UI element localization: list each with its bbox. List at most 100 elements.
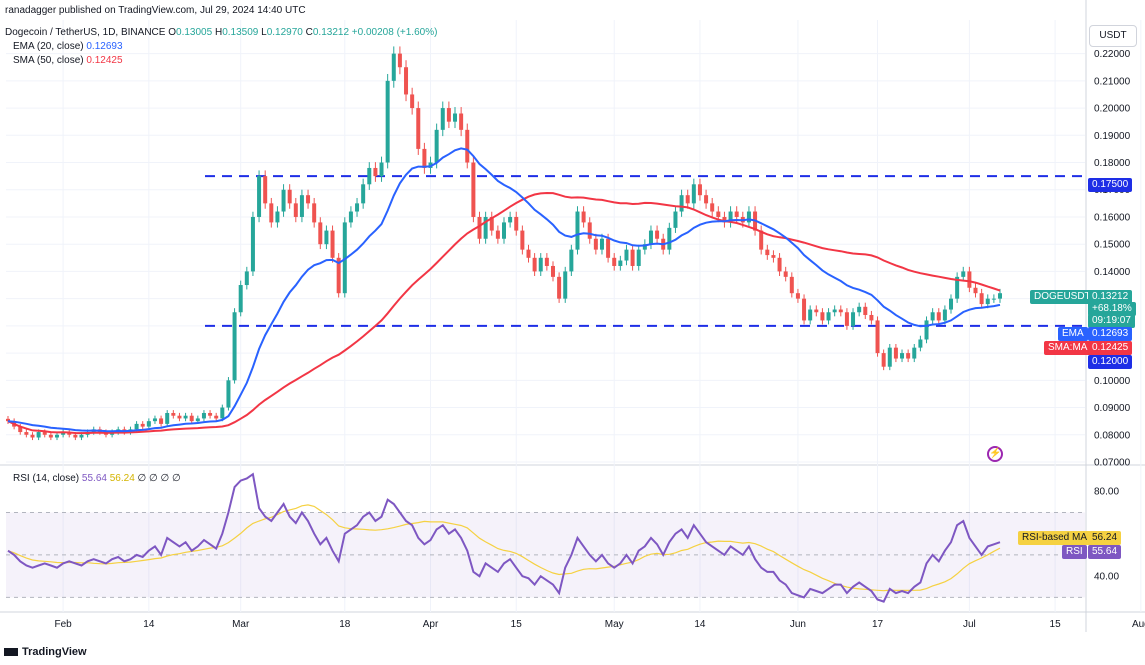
tradingview-footer: TradingView — [4, 646, 87, 658]
rsi-value-tag: 55.64 — [1088, 545, 1122, 559]
tradingview-wordmark: TradingView — [22, 646, 87, 658]
candle-body — [508, 216, 513, 223]
x-tick-label: Feb — [54, 619, 72, 630]
candle-body — [532, 257, 537, 272]
candle-body — [79, 434, 84, 438]
candle-body — [232, 312, 237, 381]
rsi-legend: RSI (14, close) 55.64 56.24 ∅ ∅ ∅ ∅ — [13, 473, 181, 485]
candle-body — [887, 347, 892, 367]
candle-body — [991, 298, 996, 300]
candle-body — [550, 265, 555, 277]
candle-body — [673, 211, 678, 228]
candle-body — [459, 113, 464, 130]
candle-body — [771, 255, 776, 258]
lightning-icon[interactable]: ⚡ — [987, 446, 1003, 462]
candle-body — [177, 415, 182, 419]
candle-body — [795, 293, 800, 299]
ema-legend: EMA (20, close) 0.12693 — [13, 41, 123, 53]
y-tick-label: 0.18000 — [1094, 158, 1131, 169]
candle-body — [569, 249, 574, 272]
candle-body — [844, 312, 849, 326]
ohlc-change: +0.00208 (+1.60%) — [351, 27, 438, 38]
candle-body — [759, 230, 764, 250]
candle-body — [789, 276, 794, 294]
currency-unit-button[interactable]: USDT — [1089, 25, 1137, 47]
rsi-legend-ma: 56.24 — [109, 473, 135, 484]
candle-body — [73, 434, 78, 438]
sma-legend-value: 0.12425 — [86, 55, 123, 66]
candle-body — [367, 167, 372, 185]
level-bottom-tag: 0.12000 — [1088, 355, 1133, 369]
candle-body — [704, 195, 709, 204]
y-tick-label: 0.20000 — [1094, 104, 1131, 115]
candle-body — [814, 309, 819, 313]
candle-body — [826, 312, 831, 321]
candle-body — [208, 412, 213, 416]
candle-body — [636, 249, 641, 266]
y-tick-label: 0.09000 — [1094, 403, 1131, 414]
ohlc-c: 0.13212 — [312, 27, 350, 38]
candle-body — [538, 257, 543, 272]
x-tick-label: Apr — [423, 619, 439, 630]
candle-body — [483, 216, 488, 239]
ohlc-o-label: O — [168, 27, 177, 38]
x-tick-label: May — [605, 619, 624, 630]
candle-body — [36, 432, 41, 438]
candle-body — [710, 203, 715, 212]
candle-body — [152, 418, 157, 422]
x-tick-label: 14 — [143, 619, 155, 630]
candle-body — [881, 353, 886, 367]
candle-body — [655, 230, 660, 239]
candle-body — [263, 176, 268, 204]
candle-body — [893, 347, 898, 359]
y-tick-label: 0.19000 — [1094, 131, 1131, 142]
candle-body — [330, 230, 335, 258]
candle-body — [361, 184, 366, 204]
y-tick-label: 0.08000 — [1094, 430, 1131, 441]
candle-body — [299, 195, 304, 217]
candle-body — [220, 407, 225, 419]
candle-body — [404, 67, 409, 95]
candle-body — [599, 238, 604, 250]
tradingview-logo-icon — [4, 648, 18, 657]
candle-body — [257, 176, 262, 217]
y-tick-label: 0.15000 — [1094, 240, 1131, 251]
candle-body — [385, 80, 390, 163]
candle-body — [648, 230, 653, 245]
candle-body — [18, 426, 23, 433]
candle-body — [165, 412, 170, 424]
candle-body — [857, 306, 862, 313]
candle-body — [606, 238, 611, 258]
rsi-line — [7, 472, 1001, 603]
candle-body — [851, 312, 856, 326]
candle-body — [906, 353, 911, 359]
sma-legend-label: SMA (50, close) — [13, 55, 84, 66]
candle-body — [691, 184, 696, 204]
symbol-tag: DOGEUSDT — [1030, 290, 1095, 304]
rsi-y-tick-label: 80.00 — [1094, 487, 1119, 498]
countdown-tag: 09:19:07 — [1088, 314, 1135, 328]
x-tick-label: 18 — [339, 619, 351, 630]
candle-body — [471, 162, 476, 217]
symbol-name: Dogecoin / TetherUS, 1D, BINANCE — [5, 27, 166, 38]
candle-body — [238, 285, 243, 313]
sma-legend: SMA (50, close) 0.12425 — [13, 55, 123, 67]
candle-body — [146, 421, 151, 427]
candle-body — [783, 271, 788, 277]
candle-body — [667, 227, 672, 250]
ema-tag: EMA — [1058, 327, 1088, 341]
candle-body — [942, 309, 947, 321]
x-tick-label: Jul — [963, 619, 976, 630]
candle-body — [514, 216, 519, 231]
candle-body — [998, 293, 1002, 299]
candle-body — [955, 276, 960, 299]
ema-legend-value: 0.12693 — [86, 41, 123, 52]
candle-body — [746, 211, 751, 223]
rsi-y-tick-label: 40.00 — [1094, 572, 1119, 583]
last-price-tag: 0.13212 — [1088, 290, 1133, 304]
candle-body — [489, 216, 494, 231]
candle-body — [900, 353, 905, 359]
candle-body — [30, 434, 35, 438]
candle-body — [716, 211, 721, 217]
candle-body — [281, 189, 286, 212]
